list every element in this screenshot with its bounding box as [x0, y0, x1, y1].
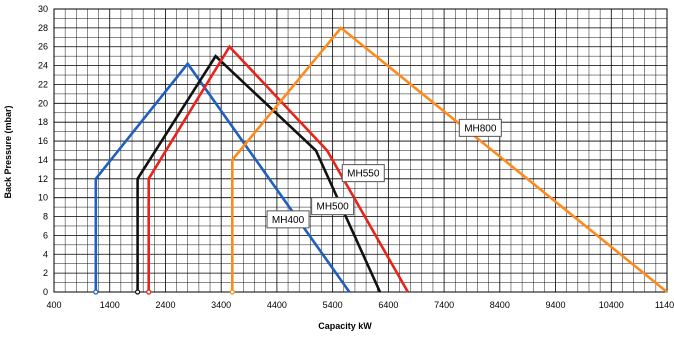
y-tick-label: 30: [38, 4, 48, 14]
x-tick-label: 4400: [267, 300, 287, 310]
series-tag-label-mh800: MH800: [464, 123, 497, 134]
x-tick-label: 9400: [546, 300, 566, 310]
y-tick-label: 28: [38, 23, 48, 33]
series-tag-label-mh550: MH550: [347, 169, 380, 180]
y-tick-label: 12: [38, 174, 48, 184]
series-tag-box-mh500: [311, 197, 355, 216]
x-tick-label: 2400: [155, 300, 175, 310]
series-tag-box-mh400: [266, 210, 310, 229]
x-tick-label: 400: [46, 300, 61, 310]
x-tick-labels: 400 1400 2400 3400 4400 5400 6400 7400 8400 9400 1…: [46, 300, 674, 310]
y-tick-label: 8: [43, 212, 48, 222]
y-tick-label: 4: [43, 249, 48, 259]
y-tick-label: 0: [43, 287, 48, 297]
y-tick-label: 2: [43, 268, 48, 278]
x-axis-title: Capacity kW: [318, 321, 372, 331]
y-tick-label: 10: [38, 193, 48, 203]
series-tag-label-mh400: MH400: [272, 215, 305, 226]
series-tag-label-mh500: MH500: [317, 202, 350, 213]
series-start-point-mh800: [229, 289, 235, 295]
series-line-mh400: [94, 61, 351, 293]
y-tick-label: 22: [38, 79, 48, 89]
minor-grid: [54, 9, 667, 292]
series-tag-box-mh800: [458, 118, 502, 137]
series-start-point-mh550: [146, 289, 152, 295]
series-line-mh800: [231, 26, 668, 294]
y-tick-label: 20: [38, 98, 48, 108]
y-tick-label: 26: [38, 42, 48, 52]
x-tick-label: 5400: [323, 300, 343, 310]
y-tick-label: 6: [43, 230, 48, 240]
x-tick-label: 10400: [599, 300, 624, 310]
y-tick-label: 24: [38, 61, 48, 71]
y-tick-label: 14: [38, 155, 48, 165]
x-tick-label: 3400: [211, 300, 231, 310]
x-tick-label: 7400: [434, 300, 454, 310]
y-tick-label: 18: [38, 117, 48, 127]
series-tag-box-mh550: [341, 164, 385, 183]
series-start-point-mh500: [134, 289, 141, 295]
x-tick-label: 8400: [490, 300, 510, 310]
plot-frame: [53, 8, 668, 293]
x-tick-label: 1400: [100, 300, 120, 310]
series-labels: MH400 MH500 MH550 MH800: [266, 118, 502, 229]
x-tick-label: 6400: [378, 300, 398, 310]
y-axis-title: Back Pressure (mbar): [3, 105, 13, 198]
y-tick-label: 16: [38, 136, 48, 146]
series-start-point-mh400: [93, 289, 99, 295]
